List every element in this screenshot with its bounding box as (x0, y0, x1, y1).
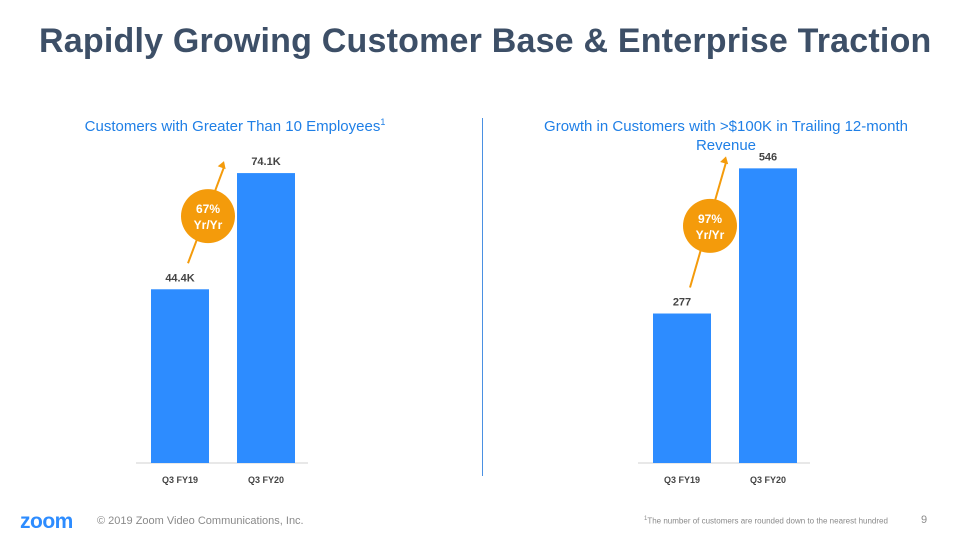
chart-2-value-label-q3fy19: 277 (673, 297, 691, 309)
chart-1-growth-pct: 67% (196, 202, 220, 216)
chart-2: 277 546 Q3 FY19 Q3 FY20 97% Yr/Yr (638, 151, 810, 485)
chart-1-growth-yryr: Yr/Yr (194, 218, 223, 232)
chart-1-x-tick-q3fy19: Q3 FY19 (162, 475, 198, 485)
chart-divider (482, 118, 483, 476)
chart-2-bar-q3fy19 (653, 313, 711, 463)
page-number: 9 (921, 514, 928, 526)
chart-2-title: Growth in Customers with >$100K in Trail… (544, 118, 908, 154)
chart-1-value-label-q3fy20: 74.1K (251, 156, 280, 168)
chart-2-x-tick-q3fy20: Q3 FY20 (750, 475, 786, 485)
chart-1: 44.4K 74.1K Q3 FY19 Q3 FY20 67% Yr/Yr (136, 156, 308, 485)
slide-title: Rapidly Growing Customer Base & Enterpri… (39, 22, 932, 60)
chart-1-title-text: Customers with Greater Than 10 Employees (84, 118, 381, 135)
chart-2-growth-badge (683, 198, 737, 253)
footnote: 1The number of customers are rounded dow… (644, 516, 888, 526)
chart-2-x-tick-q3fy19: Q3 FY19 (664, 475, 700, 485)
footnote-text: The number of customers are rounded down… (647, 516, 888, 526)
chart-1-title-footnote-marker: 1 (380, 117, 386, 127)
chart-2-bar-q3fy20 (739, 168, 797, 463)
chart-1-x-tick-q3fy20: Q3 FY20 (248, 475, 284, 485)
chart-2-growth-pct: 97% (698, 212, 722, 226)
chart-1-value-label-q3fy19: 44.4K (165, 272, 194, 284)
chart-2-growth-yryr: Yr/Yr (696, 228, 725, 242)
chart-1-growth-badge (181, 189, 235, 244)
copyright-text: © 2019 Zoom Video Communications, Inc. (97, 515, 304, 527)
zoom-logo: zoom (20, 510, 73, 533)
chart-1-bar-q3fy20 (237, 173, 295, 464)
chart-1-title: Customers with Greater Than 10 Employees… (60, 113, 410, 136)
chart-2-growth-arrowhead (720, 156, 729, 165)
chart-2-value-label-q3fy20: 546 (759, 151, 777, 163)
chart-1-bar-q3fy19 (151, 289, 209, 463)
footnote-marker: 1 (644, 516, 648, 522)
chart-1-growth-arrowhead (217, 161, 226, 170)
